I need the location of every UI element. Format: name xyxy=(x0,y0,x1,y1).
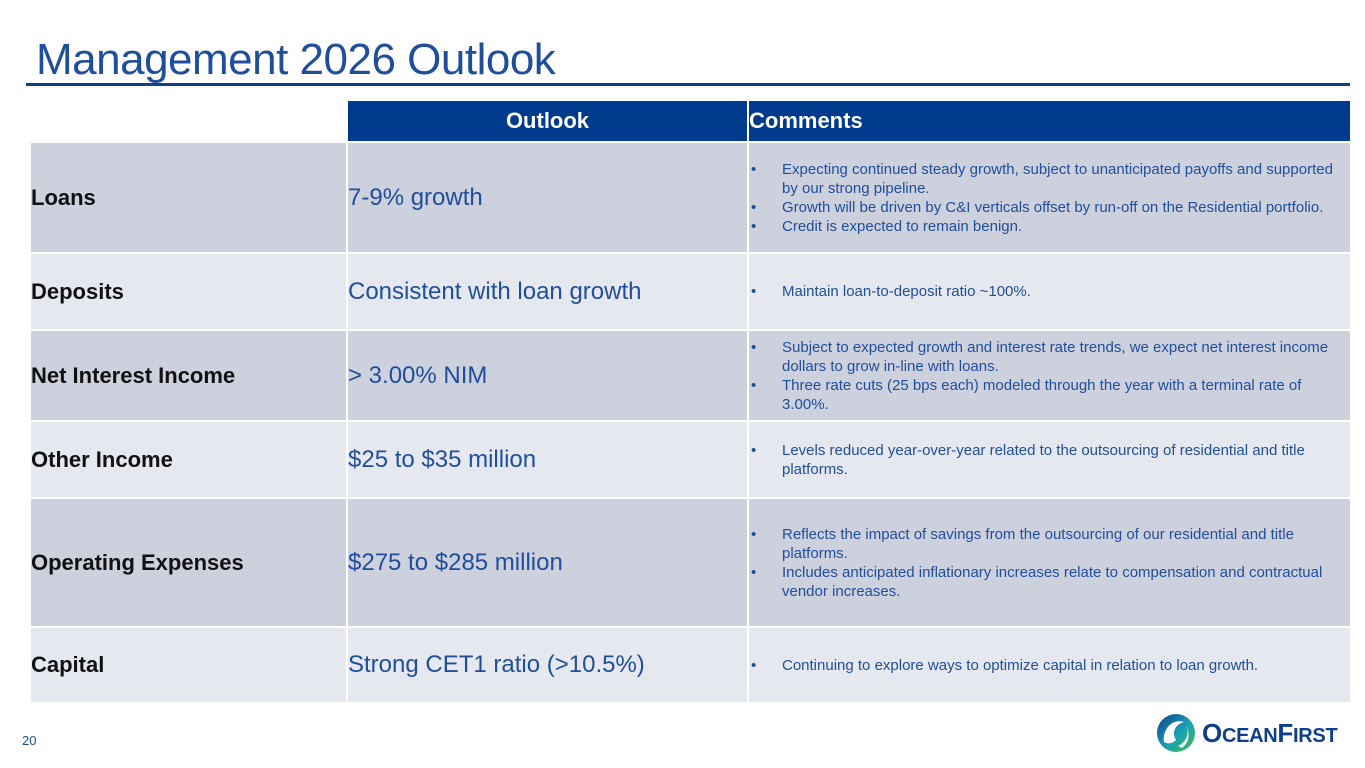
row-comments: • Reflects the impact of savings from the… xyxy=(747,497,1352,628)
bullet-icon: • xyxy=(751,563,757,581)
row-comments: • Continuing to explore ways to optimize … xyxy=(747,626,1352,704)
comment-item: • Levels reduced year-over-year related t… xyxy=(749,441,1350,479)
bullet-icon: • xyxy=(751,441,757,459)
comment-item: • Three rate cuts (25 bps each) modeled t… xyxy=(749,376,1350,414)
comment-text: Subject to expected growth and interest … xyxy=(782,338,1329,375)
wordmark-part: O xyxy=(1202,717,1222,748)
row-outlook-value: $275 to $285 million xyxy=(346,497,749,628)
bullet-icon: • xyxy=(751,525,757,543)
table-row: Capital Strong CET1 ratio (>10.5%) • Contin… xyxy=(29,626,1352,704)
comment-item: • Credit is expected to remain benign. xyxy=(749,217,1350,236)
row-outlook-value: 7-9% growth xyxy=(346,141,749,254)
comment-text: Maintain loan-to-deposit ratio ~100%. xyxy=(782,283,1031,300)
row-outlook-value: $25 to $35 million xyxy=(346,420,749,499)
comment-list: • Maintain loan-to-deposit ratio ~100%. xyxy=(749,282,1350,301)
comment-item: • Expecting continued steady growth, subj… xyxy=(749,160,1350,198)
wordmark-part: F xyxy=(1277,717,1294,748)
row-comments: • Expecting continued steady growth, subj… xyxy=(747,141,1352,254)
oceanfirst-logo: O CEAN F IRST xyxy=(1156,711,1338,755)
wordmark-part: CEAN xyxy=(1221,724,1278,747)
comment-list: • Expecting continued steady growth, subj… xyxy=(749,160,1350,236)
outlook-table: Outlook Comments Loans 7-9% growth • Expect… xyxy=(29,99,1352,704)
comment-item: • Maintain loan-to-deposit ratio ~100%. xyxy=(749,282,1350,301)
row-label: Net Interest Income xyxy=(29,329,348,422)
comment-text: Levels reduced year-over-year related to… xyxy=(782,441,1305,478)
comment-item: • Subject to expected growth and interest… xyxy=(749,338,1350,376)
comment-text: Reflects the impact of savings from the … xyxy=(782,525,1294,562)
comment-text: Growth will be driven by C&I verticals o… xyxy=(782,198,1324,216)
bullet-icon: • xyxy=(751,217,757,235)
comment-text: Three rate cuts (25 bps each) modeled th… xyxy=(782,376,1302,413)
comment-item: • Growth will be driven by C&I verticals … xyxy=(749,198,1350,217)
oceanfirst-wordmark: O CEAN F IRST xyxy=(1202,717,1338,749)
row-comments: • Maintain loan-to-deposit ratio ~100%. xyxy=(747,252,1352,331)
page-number: 20 xyxy=(22,733,37,748)
table-row: Deposits Consistent with loan growth • Main… xyxy=(29,252,1352,331)
table-row: Loans 7-9% growth • Expecting continued ste… xyxy=(29,141,1352,254)
comment-item: • Continuing to explore ways to optimize … xyxy=(749,656,1350,675)
comment-text: Includes anticipated inflationary increa… xyxy=(782,563,1323,600)
comment-item: • Reflects the impact of savings from the… xyxy=(749,525,1350,563)
comment-list: • Continuing to explore ways to optimize … xyxy=(749,656,1350,675)
title-underline xyxy=(26,83,1350,86)
comment-list: • Reflects the impact of savings from the… xyxy=(749,525,1350,601)
comment-text: Expecting continued steady growth, subje… xyxy=(782,160,1333,197)
row-outlook-value: > 3.00% NIM xyxy=(346,329,749,422)
bullet-icon: • xyxy=(751,338,757,356)
comment-item: • Includes anticipated inflationary incre… xyxy=(749,563,1350,601)
table-row: Net Interest Income > 3.00% NIM • Subject t… xyxy=(29,329,1352,422)
table-header-row: Outlook Comments xyxy=(29,99,1352,143)
row-label: Operating Expenses xyxy=(29,497,348,628)
comment-list: • Subject to expected growth and interest… xyxy=(749,338,1350,414)
bullet-icon: • xyxy=(751,198,757,216)
row-label: Capital xyxy=(29,626,348,704)
comment-text: Continuing to explore ways to optimize c… xyxy=(782,656,1259,674)
wordmark-part: IRST xyxy=(1293,724,1338,747)
bullet-icon: • xyxy=(751,376,757,394)
row-comments: • Subject to expected growth and interest… xyxy=(747,329,1352,422)
oceanfirst-wave-icon xyxy=(1157,714,1195,752)
bullet-icon: • xyxy=(751,160,757,178)
row-label: Loans xyxy=(29,141,348,254)
page-title: Management 2026 Outlook xyxy=(36,35,556,84)
bullet-icon: • xyxy=(751,656,757,674)
row-label: Deposits xyxy=(29,252,348,331)
table-row: Operating Expenses $275 to $285 million • R… xyxy=(29,497,1352,628)
header-outlook: Outlook xyxy=(346,99,749,143)
row-label: Other Income xyxy=(29,420,348,499)
comment-list: • Levels reduced year-over-year related t… xyxy=(749,441,1350,479)
row-comments: • Levels reduced year-over-year related t… xyxy=(747,420,1352,499)
table-row: Other Income $25 to $35 million • Levels re… xyxy=(29,420,1352,499)
comment-text: Credit is expected to remain benign. xyxy=(782,217,1023,235)
bullet-icon: • xyxy=(751,283,757,300)
header-blank-cell xyxy=(29,99,348,143)
row-outlook-value: Strong CET1 ratio (>10.5%) xyxy=(346,626,749,704)
row-outlook-value: Consistent with loan growth xyxy=(346,252,749,331)
header-comments: Comments xyxy=(747,99,1352,143)
